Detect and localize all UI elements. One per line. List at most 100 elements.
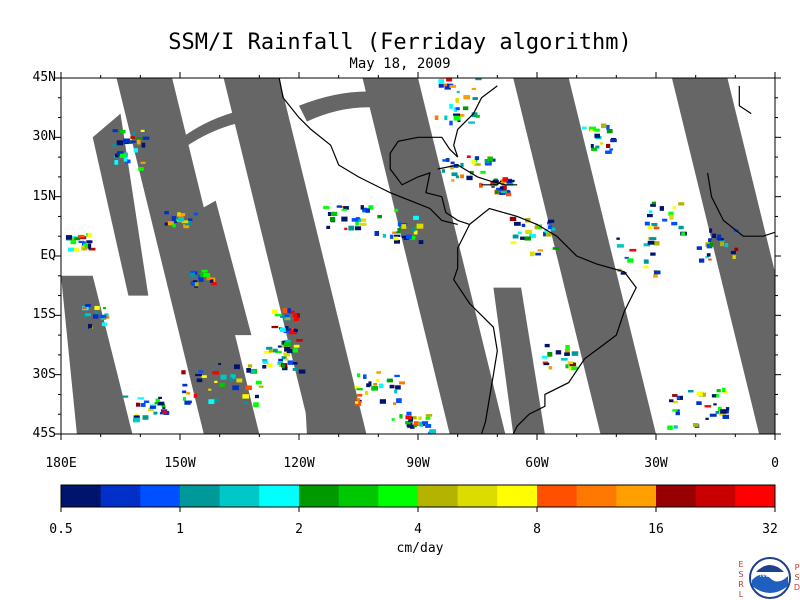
rain-cell <box>463 95 471 100</box>
logo-emblem-text: NOAA <box>760 571 781 579</box>
rain-cell <box>94 310 98 315</box>
rain-cell <box>182 390 187 394</box>
rain-cell <box>193 394 198 398</box>
rain-cell <box>82 247 88 251</box>
colorbar-swatch <box>61 485 102 507</box>
rain-cell <box>391 418 395 421</box>
rain-cell <box>209 279 214 283</box>
rain-cell <box>132 131 137 135</box>
rain-cell <box>99 314 107 319</box>
rain-cell <box>375 378 380 383</box>
rain-cell <box>610 138 617 143</box>
rain-cell <box>450 161 455 165</box>
rain-cell <box>713 403 717 406</box>
rain-cell <box>550 227 556 231</box>
rain-cell <box>394 208 399 212</box>
colorbar-tick-label: 2 <box>295 522 303 537</box>
rain-cell <box>379 383 384 389</box>
rain-cell <box>399 414 403 419</box>
rain-cell <box>425 416 431 420</box>
rain-cell <box>341 216 348 222</box>
rain-cell <box>177 217 185 222</box>
rain-cell <box>484 161 492 166</box>
rain-cell <box>491 185 495 188</box>
swath-gap <box>671 78 775 434</box>
rain-cell <box>669 399 674 403</box>
rain-cell <box>255 380 262 385</box>
rain-cell <box>471 159 476 165</box>
rain-cell <box>246 368 251 373</box>
swath-gap <box>544 117 617 296</box>
rain-cell <box>413 421 419 427</box>
rain-cell <box>699 258 705 263</box>
rain-cell <box>673 425 678 429</box>
rain-cell <box>394 374 400 378</box>
rain-cell <box>198 277 204 282</box>
rain-cell <box>453 113 461 116</box>
rain-cell <box>285 317 290 320</box>
rain-cell <box>454 107 458 112</box>
rain-cell <box>193 212 199 216</box>
rain-cell <box>659 206 664 211</box>
rain-cell <box>355 217 360 220</box>
coastline <box>453 224 498 434</box>
colorbar-tick-label: 0.5 <box>49 522 73 537</box>
lat-label: 15N <box>32 188 56 204</box>
rain-cell <box>298 369 306 374</box>
rain-cell <box>529 251 535 257</box>
rain-cell <box>696 246 702 250</box>
rain-cell <box>569 365 573 371</box>
rain-cell <box>479 182 483 188</box>
rain-cell <box>605 150 612 154</box>
rain-cell <box>460 174 465 179</box>
rain-cell <box>285 326 289 331</box>
rain-cell <box>88 247 96 251</box>
rain-cell <box>360 205 364 210</box>
rain-cell <box>571 366 578 371</box>
colorbar-swatch <box>616 485 657 507</box>
rain-cell <box>379 399 387 404</box>
rain-cell <box>78 240 84 243</box>
rain-cell <box>236 378 243 383</box>
rain-cell <box>371 386 379 391</box>
rain-cell <box>362 207 368 213</box>
rain-cell <box>469 74 474 77</box>
rain-cell <box>158 396 162 399</box>
rain-cell <box>351 218 359 222</box>
rain-cell <box>293 329 298 332</box>
rain-cell <box>541 355 548 359</box>
rain-cell <box>451 179 455 182</box>
rain-cell <box>438 83 444 88</box>
rain-cell <box>462 106 469 111</box>
rain-cell <box>363 374 367 379</box>
rain-cell <box>520 236 525 240</box>
rain-cell <box>271 309 278 315</box>
rainfall-cells <box>65 74 739 434</box>
rain-cell <box>123 138 131 144</box>
lat-label: 15S <box>32 307 56 323</box>
rain-cell <box>687 390 694 393</box>
rain-cell <box>251 369 255 373</box>
rain-cell <box>189 272 196 277</box>
rain-cell <box>495 190 499 194</box>
rain-cell <box>343 206 349 210</box>
rain-cell <box>123 157 128 162</box>
rain-cell <box>69 238 75 241</box>
rain-cell <box>564 352 570 356</box>
rain-cell <box>692 423 699 427</box>
rain-cell <box>164 211 169 215</box>
rain-cell <box>499 191 506 195</box>
swath-gap <box>61 275 133 434</box>
rain-cell <box>643 265 649 269</box>
rain-cell <box>181 220 189 224</box>
coastline <box>707 172 775 237</box>
rain-cell <box>374 231 380 236</box>
rain-cell <box>181 370 186 375</box>
rain-cell <box>455 107 460 111</box>
rain-cell <box>606 143 611 148</box>
rain-cell <box>547 219 555 223</box>
rain-cell <box>717 406 722 412</box>
rain-cell <box>357 393 363 397</box>
rain-cell <box>393 402 397 405</box>
